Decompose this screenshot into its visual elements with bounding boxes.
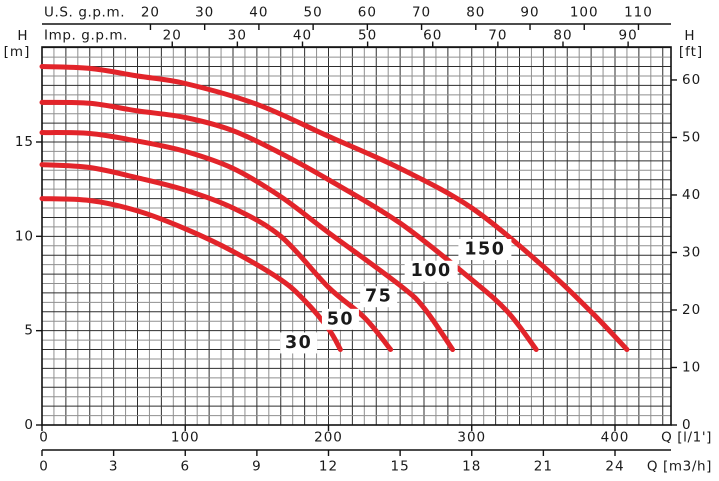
q-m3h-axis-title: Q [m3/h]	[647, 459, 712, 475]
curve-label-100: 100	[411, 261, 452, 281]
q-m3h-tick-label: 15	[391, 459, 410, 475]
curve-label-30: 30	[285, 333, 312, 353]
curve-labels: 30 50 75 100 150	[280, 239, 512, 354]
h-m-tick-label: 15	[15, 134, 34, 150]
imp-gpm-axis-title: Imp. g.p.m.	[44, 28, 128, 44]
curve-label-75: 75	[365, 287, 392, 307]
q-m3h-tick-label: 9	[252, 459, 262, 475]
imp-gpm-tick-label: 60	[423, 28, 442, 44]
chart-grid	[42, 47, 671, 425]
us-gpm-tick-label: 40	[249, 5, 268, 21]
curve-label-bg	[404, 260, 458, 282]
us-gpm-tick-label: 20	[141, 5, 160, 21]
curve-label-bg	[321, 308, 359, 330]
curve-100	[39, 99, 539, 352]
imp-gpm-tick-label: 70	[488, 28, 507, 44]
us-gpm-tick-label: 90	[520, 5, 539, 21]
axis-q-m3h: 0 3 6 9 12 15 18 21 24 Q [m3/h]	[39, 449, 712, 475]
q-m3h-tick-label: 3	[109, 459, 119, 475]
curve-label-bg	[280, 332, 318, 354]
us-gpm-tick-label: 100	[570, 5, 599, 21]
q-m3h-tick-label: 6	[180, 459, 190, 475]
h-ft-tick-label: 50	[682, 129, 701, 145]
h-m-tick-label: 5	[24, 323, 34, 339]
h-ft-tick-label: 40	[682, 187, 701, 203]
imp-gpm-tick-label: 90	[619, 28, 638, 44]
q-lmin-tick-label: 100	[171, 430, 200, 446]
h-ft-tick-label: 20	[682, 302, 701, 318]
imp-gpm-tick-label: 50	[358, 28, 377, 44]
q-lmin-tick-label: 400	[601, 430, 630, 446]
pump-curves	[39, 64, 630, 352]
q-m3h-tick-label: 18	[462, 459, 481, 475]
imp-gpm-tick-label: 20	[163, 28, 182, 44]
h-m-tick-label: 10	[15, 228, 34, 244]
axis-h-feet: 0 10 20 30 40 50 60 H[ft]	[671, 28, 703, 433]
q-lmin-axis-title: Q [l/1']	[661, 430, 712, 446]
h-m-axis-letter: H	[17, 28, 28, 44]
axis-imp-gpm: 20 30 40 50 60 70 80 90 Imp. g.p.m.	[44, 28, 638, 47]
h-ft-axis-unit: [ft]	[679, 44, 703, 60]
h-m-tick-label: 0	[24, 417, 34, 433]
h-m-axis-unit: [m]	[4, 44, 31, 60]
curve-label-50: 50	[327, 309, 354, 329]
q-lmin-tick-label: 300	[457, 430, 486, 446]
imp-gpm-tick-label: 30	[228, 28, 247, 44]
curve-150	[39, 64, 630, 352]
h-ft-axis-letter: H	[684, 28, 695, 44]
curve-label-bg	[458, 239, 512, 261]
axis-h-meters: 0 5 10 15 H[m]	[4, 28, 42, 433]
h-ft-tick-label: 30	[682, 244, 701, 260]
q-lmin-tick-label: 0	[39, 430, 49, 446]
us-gpm-tick-label: 110	[624, 5, 653, 21]
curve-label-150: 150	[464, 240, 505, 260]
q-m3h-tick-label: 24	[605, 459, 624, 475]
us-gpm-tick-label: 70	[412, 5, 431, 21]
us-gpm-tick-label: 30	[195, 5, 214, 21]
us-gpm-tick-label: 60	[358, 5, 377, 21]
q-lmin-tick-label: 200	[314, 430, 343, 446]
axis-q-lmin: 0 100 200 300 400 Q [l/1']	[39, 425, 712, 446]
us-gpm-tick-label: 80	[466, 5, 485, 21]
h-ft-tick-label: 0	[682, 417, 692, 433]
imp-gpm-tick-label: 80	[553, 28, 572, 44]
curve-label-bg	[360, 286, 398, 308]
q-m3h-tick-label: 21	[534, 459, 553, 475]
h-ft-tick-label: 10	[682, 359, 701, 375]
us-gpm-axis-title: U.S. g.p.m.	[44, 5, 125, 21]
curve-50	[39, 162, 394, 352]
curve-75	[39, 130, 456, 352]
q-m3h-tick-label: 0	[39, 459, 49, 475]
us-gpm-tick-label: 50	[304, 5, 323, 21]
h-ft-tick-label: 60	[682, 72, 701, 88]
q-m3h-tick-label: 12	[319, 459, 338, 475]
axis-us-gpm: 20 30 40 50 60 70 80 90 100 110 U.S. g.p.m.	[42, 5, 671, 30]
imp-gpm-tick-label: 40	[293, 28, 312, 44]
